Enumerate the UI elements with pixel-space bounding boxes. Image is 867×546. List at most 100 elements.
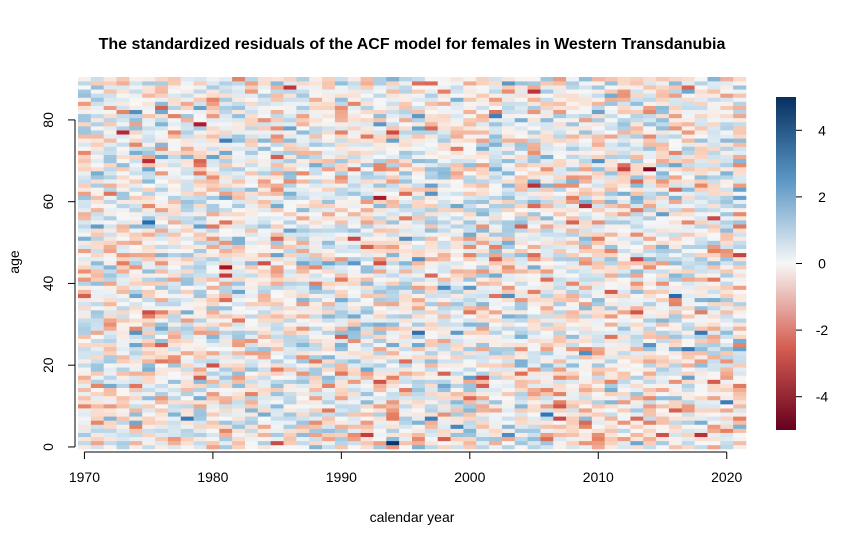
heatmap-cell xyxy=(733,367,747,372)
heatmap-cell xyxy=(245,232,259,237)
heatmap-cell xyxy=(733,404,747,409)
heatmap-cell xyxy=(322,375,336,380)
heatmap-cell xyxy=(604,154,618,160)
heatmap-cell xyxy=(155,244,169,249)
heatmap-cell xyxy=(540,420,554,425)
heatmap-cell xyxy=(309,395,323,401)
heatmap-cell xyxy=(386,273,400,278)
heatmap-cell xyxy=(270,113,284,119)
heatmap-cell xyxy=(617,346,631,352)
heatmap-cell xyxy=(373,273,387,278)
heatmap-cell xyxy=(347,399,361,405)
heatmap-cell xyxy=(733,138,747,143)
heatmap-cell xyxy=(579,215,593,221)
heatmap-cell xyxy=(566,354,580,360)
heatmap-cell xyxy=(399,175,413,180)
heatmap-cell xyxy=(514,371,528,376)
heatmap-cell xyxy=(90,195,104,200)
heatmap-cell xyxy=(219,150,233,155)
heatmap-cell xyxy=(155,105,169,111)
heatmap-cell xyxy=(656,301,670,307)
heatmap-cell xyxy=(643,207,657,213)
heatmap-cell xyxy=(643,314,657,319)
heatmap-cell xyxy=(630,138,644,143)
heatmap-cell xyxy=(553,187,567,192)
heatmap-cell xyxy=(604,412,618,417)
heatmap-cell xyxy=(463,387,477,393)
heatmap-cell xyxy=(643,187,657,192)
heatmap-cell xyxy=(360,395,374,401)
heatmap-cell xyxy=(694,379,708,384)
heatmap-cell xyxy=(733,305,747,311)
heatmap-cell xyxy=(643,305,657,311)
heatmap-cell xyxy=(424,121,438,127)
heatmap-cell xyxy=(116,191,130,196)
heatmap-cell xyxy=(129,334,143,339)
heatmap-cell xyxy=(579,93,593,98)
heatmap-cell xyxy=(347,269,361,274)
heatmap-cell xyxy=(373,383,387,388)
heatmap-cell xyxy=(180,399,194,405)
heatmap-cell xyxy=(643,412,657,417)
heatmap-cell xyxy=(630,436,644,442)
heatmap-cell xyxy=(656,269,670,274)
heatmap-cell xyxy=(501,126,516,131)
x-tick-label: 2020 xyxy=(711,469,742,485)
heatmap-cell xyxy=(424,142,438,147)
heatmap-cell xyxy=(630,440,644,446)
heatmap-cell xyxy=(129,228,143,233)
heatmap-cell xyxy=(501,85,516,90)
heatmap-cell xyxy=(681,211,695,217)
heatmap-cell xyxy=(476,363,490,368)
heatmap-cell xyxy=(155,322,169,327)
heatmap-cell xyxy=(103,121,117,127)
heatmap-cell xyxy=(424,338,438,344)
heatmap-cell xyxy=(155,363,169,368)
heatmap-cell xyxy=(167,240,182,245)
heatmap-cell xyxy=(283,158,297,164)
heatmap-cell xyxy=(476,359,490,364)
heatmap-cell xyxy=(322,444,336,450)
heatmap-cell xyxy=(334,428,349,433)
heatmap-cell xyxy=(501,363,516,368)
heatmap-cell xyxy=(733,203,747,209)
heatmap-cell xyxy=(373,126,387,131)
heatmap-cell xyxy=(733,191,747,196)
heatmap-cell xyxy=(245,126,259,131)
heatmap-cell xyxy=(450,334,464,339)
heatmap-cell xyxy=(78,391,92,397)
heatmap-cell xyxy=(386,171,400,176)
heatmap-cell xyxy=(476,350,490,356)
heatmap-cell xyxy=(424,404,438,409)
heatmap-cell xyxy=(540,305,554,311)
heatmap-cell xyxy=(707,318,721,323)
heatmap-cell xyxy=(116,395,130,401)
heatmap-cell xyxy=(501,158,516,164)
heatmap-cell xyxy=(142,412,156,417)
heatmap-cell xyxy=(489,179,503,184)
heatmap-cell xyxy=(129,293,143,299)
heatmap-cell xyxy=(489,105,503,111)
heatmap-cell xyxy=(591,211,605,217)
heatmap-cell xyxy=(309,240,323,245)
heatmap-cell xyxy=(193,126,207,131)
heatmap-cell xyxy=(579,166,593,172)
heatmap-cell xyxy=(476,354,490,360)
heatmap-cell xyxy=(193,395,207,401)
heatmap-cell xyxy=(129,232,143,237)
heatmap-cell xyxy=(540,109,554,115)
heatmap-cell xyxy=(591,293,605,299)
heatmap-cell xyxy=(322,342,336,348)
heatmap-cell xyxy=(90,187,104,192)
heatmap-cell xyxy=(399,260,413,266)
heatmap-cell xyxy=(219,113,233,119)
heatmap-cell xyxy=(270,260,284,266)
heatmap-cell xyxy=(322,322,336,327)
heatmap-cell xyxy=(591,154,605,160)
heatmap-cell xyxy=(424,211,438,217)
heatmap-cell xyxy=(180,436,194,442)
heatmap-cell xyxy=(283,244,297,249)
heatmap-cell xyxy=(668,85,683,90)
heatmap-cell xyxy=(527,342,541,348)
heatmap-cell xyxy=(103,424,117,429)
